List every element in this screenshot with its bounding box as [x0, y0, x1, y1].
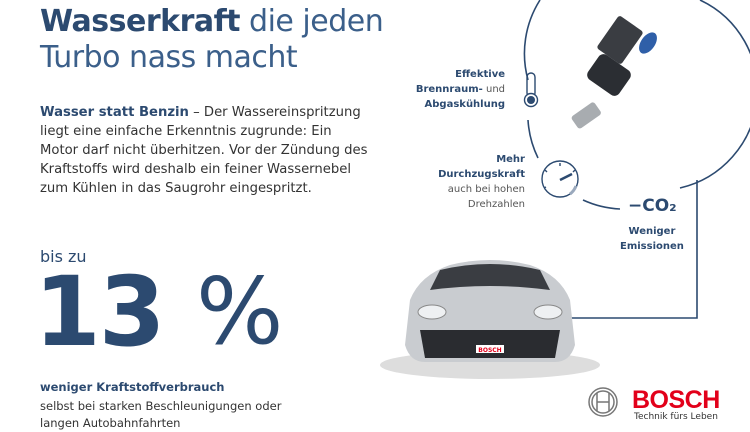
speedometer-icon — [541, 160, 579, 198]
benefit-cooling: Effektive Brennraum- und Abgaskühlung — [416, 67, 505, 112]
stat-label: weniger Kraftstoffverbrauch — [40, 380, 225, 394]
emissions-line2: Emissionen — [620, 241, 684, 252]
torque-line1: Mehr — [496, 154, 525, 165]
title-bold: Wasserkraft — [40, 4, 241, 39]
page-title: Wasserkraft die jeden Turbo nass macht — [40, 4, 384, 76]
intro-body: – Der Wassereinspritzung liegt eine einf… — [40, 105, 368, 196]
cooling-line2-suffix: und — [482, 84, 505, 95]
benefit-emissions: Weniger Emissionen — [620, 224, 684, 254]
benefit-torque: Mehr Durchzugskraft auch bei hohen Drehz… — [438, 152, 525, 212]
emissions-line1: Weniger — [628, 226, 676, 237]
stat-prefix: bis zu — [40, 247, 87, 266]
cooling-line3: Abgaskühlung — [424, 99, 505, 110]
thermometer-icon — [523, 72, 539, 108]
title-line2: Turbo nass macht — [40, 40, 298, 75]
stat-value: 13 — [34, 256, 166, 368]
torque-line4: Drehzahlen — [467, 199, 525, 210]
co2-symbol: −CO₂ — [628, 196, 677, 216]
intro-text: Wasser statt Benzin – Der Wassereinsprit… — [40, 103, 370, 198]
car-image — [380, 260, 600, 379]
injector-image — [571, 16, 657, 129]
torque-line3: auch bei hohen — [447, 184, 525, 195]
intro-heading: Wasser statt Benzin — [40, 105, 189, 120]
stat-unit: % — [196, 258, 284, 365]
car-plate: BOSCH — [478, 347, 501, 354]
bosch-logo-text: BOSCH — [632, 386, 720, 414]
bosch-slogan: Technik fürs Leben — [634, 412, 718, 422]
graphic-layer: BOSCH — [380, 0, 750, 417]
torque-line2: Durchzugskraft — [438, 169, 525, 180]
cooling-line2: Brennraum- — [415, 84, 483, 95]
title-rest: die jeden — [240, 4, 384, 39]
bosch-armature-icon — [588, 387, 618, 417]
cooling-line1: Effektive — [455, 69, 505, 80]
